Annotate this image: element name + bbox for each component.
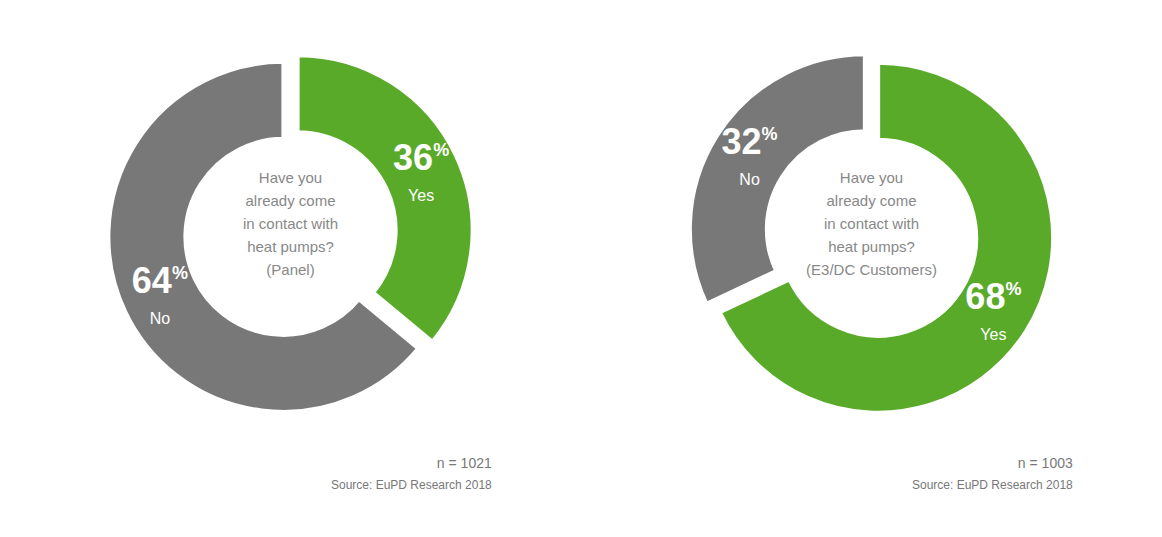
donut-wedge <box>108 62 418 412</box>
center-title-line: heat pumps? <box>828 238 915 255</box>
background <box>0 0 1162 537</box>
center-title-line: (Panel) <box>266 261 314 278</box>
center-title-line: Have you <box>259 169 322 186</box>
center-title: Have you already come in contact with heat … <box>243 169 338 278</box>
center-title: Have you already come in contact with heat … <box>806 169 937 278</box>
center-title-line: heat pumps? <box>247 238 334 255</box>
donut-panel: 68% Yes 32% No Have you already come in contac… <box>690 54 1073 491</box>
value-label-unit: % <box>172 262 188 282</box>
annotation: n = 1021 <box>437 455 492 471</box>
category-label: Yes <box>408 187 434 204</box>
category-label: No <box>150 310 171 327</box>
center-title-line: already come <box>826 192 916 209</box>
center-title-line: in contact with <box>824 215 919 232</box>
category-label: No <box>739 171 760 188</box>
donut-panel: 36% Yes 64% No Have you already come in contac… <box>108 55 492 492</box>
value-label: 36% <box>393 136 449 177</box>
value-label-unit: % <box>433 140 449 160</box>
category-label: Yes <box>980 326 1006 343</box>
value-label-number: 64 <box>132 259 172 300</box>
chart-canvas: 36% Yes 64% No Have you already come in contac… <box>0 0 1162 537</box>
annotation: Source: EuPD Research 2018 <box>912 478 1073 492</box>
value-label: 64% <box>132 259 188 300</box>
annotation: Source: EuPD Research 2018 <box>331 478 492 492</box>
value-label: 68% <box>965 275 1021 316</box>
annotation: n = 1003 <box>1018 455 1073 471</box>
center-title-line: Have you <box>840 169 903 186</box>
value-label: 32% <box>722 120 778 161</box>
value-label-number: 36 <box>393 136 433 177</box>
value-label-number: 68 <box>965 275 1005 316</box>
center-title-line: in contact with <box>243 215 338 232</box>
center-title-line: already come <box>245 192 335 209</box>
value-label-number: 32 <box>722 120 762 161</box>
value-label-unit: % <box>1005 278 1021 298</box>
value-label-unit: % <box>762 124 778 144</box>
center-title-line: (E3/DC Customers) <box>806 261 937 278</box>
